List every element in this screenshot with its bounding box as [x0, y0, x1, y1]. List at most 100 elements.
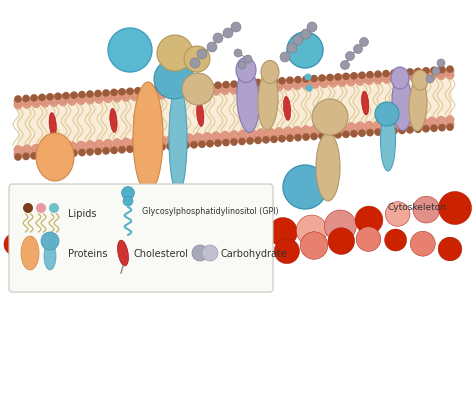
Circle shape — [23, 150, 31, 158]
Circle shape — [190, 142, 198, 149]
Circle shape — [302, 131, 310, 139]
Circle shape — [32, 100, 40, 109]
Circle shape — [428, 73, 436, 81]
Circle shape — [248, 85, 256, 94]
Circle shape — [248, 130, 256, 138]
Circle shape — [257, 85, 265, 93]
Polygon shape — [18, 78, 452, 148]
Circle shape — [59, 147, 67, 156]
Circle shape — [59, 98, 67, 107]
Circle shape — [338, 124, 346, 132]
Circle shape — [383, 76, 391, 85]
Ellipse shape — [237, 68, 259, 133]
Circle shape — [4, 234, 26, 256]
Circle shape — [23, 97, 31, 106]
Circle shape — [149, 92, 157, 100]
Circle shape — [113, 91, 121, 99]
Circle shape — [320, 81, 328, 89]
Circle shape — [176, 135, 184, 143]
Circle shape — [194, 138, 202, 147]
Circle shape — [38, 94, 46, 102]
Circle shape — [131, 90, 139, 98]
Circle shape — [266, 128, 274, 137]
Circle shape — [262, 137, 270, 144]
Circle shape — [284, 132, 292, 141]
Circle shape — [123, 193, 156, 227]
Circle shape — [438, 238, 462, 261]
Circle shape — [437, 68, 445, 77]
Circle shape — [14, 151, 22, 159]
Circle shape — [136, 236, 166, 266]
Circle shape — [203, 133, 211, 141]
Circle shape — [326, 132, 334, 140]
Circle shape — [414, 68, 422, 76]
Circle shape — [329, 124, 337, 132]
Ellipse shape — [133, 83, 163, 192]
Ellipse shape — [169, 86, 187, 194]
Circle shape — [262, 79, 270, 86]
Circle shape — [365, 122, 373, 130]
Circle shape — [32, 96, 40, 105]
Circle shape — [430, 67, 438, 75]
Circle shape — [190, 84, 198, 92]
Circle shape — [428, 69, 436, 78]
Circle shape — [38, 198, 70, 230]
Circle shape — [113, 144, 121, 152]
Circle shape — [176, 90, 184, 99]
Circle shape — [249, 246, 270, 267]
Circle shape — [438, 67, 446, 74]
Text: Cytoskeleton: Cytoskeleton — [388, 203, 447, 212]
Circle shape — [77, 94, 85, 102]
Circle shape — [311, 77, 319, 86]
Circle shape — [194, 89, 202, 98]
Ellipse shape — [381, 110, 395, 172]
Circle shape — [244, 56, 252, 64]
Circle shape — [218, 245, 247, 273]
Circle shape — [342, 73, 350, 81]
Circle shape — [230, 136, 238, 144]
Circle shape — [437, 117, 445, 125]
Circle shape — [102, 148, 110, 156]
Circle shape — [212, 132, 220, 141]
Circle shape — [254, 79, 262, 87]
Circle shape — [212, 137, 220, 145]
Circle shape — [126, 146, 134, 153]
Circle shape — [46, 151, 54, 159]
Circle shape — [446, 72, 454, 80]
Circle shape — [410, 119, 418, 127]
Circle shape — [23, 145, 31, 154]
Circle shape — [438, 125, 446, 132]
Circle shape — [320, 77, 328, 85]
Circle shape — [68, 196, 97, 224]
Circle shape — [41, 100, 49, 108]
Circle shape — [437, 122, 445, 130]
Circle shape — [123, 196, 133, 207]
Circle shape — [230, 139, 238, 147]
Circle shape — [278, 136, 286, 143]
Ellipse shape — [316, 134, 340, 202]
Circle shape — [365, 74, 373, 82]
Circle shape — [287, 33, 323, 69]
Circle shape — [340, 61, 349, 70]
Circle shape — [212, 84, 220, 92]
Circle shape — [401, 124, 409, 132]
Circle shape — [296, 215, 327, 246]
Circle shape — [230, 87, 238, 95]
Circle shape — [246, 138, 254, 145]
Circle shape — [365, 126, 373, 135]
Circle shape — [221, 136, 229, 145]
Ellipse shape — [49, 113, 56, 137]
Circle shape — [304, 74, 311, 81]
Circle shape — [158, 136, 166, 145]
Circle shape — [212, 88, 220, 96]
Circle shape — [365, 77, 373, 86]
Circle shape — [329, 80, 337, 88]
Circle shape — [306, 85, 313, 92]
Circle shape — [167, 245, 189, 267]
Circle shape — [350, 131, 358, 138]
Circle shape — [356, 122, 364, 131]
Circle shape — [54, 93, 62, 101]
Circle shape — [174, 143, 182, 150]
Circle shape — [149, 141, 157, 150]
Circle shape — [126, 88, 134, 96]
